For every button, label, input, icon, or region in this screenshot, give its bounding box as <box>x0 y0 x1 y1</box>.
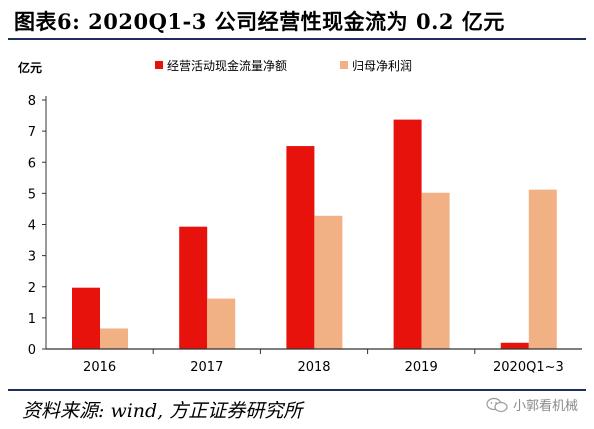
x-tick-label: 2017 <box>190 360 223 375</box>
y-tick-label: 3 <box>28 250 36 265</box>
x-axis: 2016 2017 2018 2019 2020Q1~3 <box>46 348 582 375</box>
watermark: 小郭看机械 <box>486 395 578 414</box>
bars <box>72 119 557 349</box>
y-axis-unit-label: 亿元 <box>18 60 42 75</box>
y-tick-label: 8 <box>28 94 36 109</box>
y-tick-label: 2 <box>28 281 36 296</box>
bar-net-profit <box>207 298 236 349</box>
x-tick-label: 2018 <box>297 360 330 375</box>
legend-label: 归母净利润 <box>352 59 412 73</box>
legend-label: 经营活动现金流量净额 <box>167 58 287 73</box>
bar-operating-cash-flow <box>179 226 208 349</box>
y-tick-label: 0 <box>28 343 36 358</box>
figure-title: 图表6: 2020Q1-3 公司经营性现金流为 0.2 亿元 <box>14 9 505 34</box>
y-tick-label: 7 <box>28 125 36 140</box>
bar-net-profit <box>528 189 557 349</box>
bar-operating-cash-flow <box>393 119 422 349</box>
y-axis: 0 1 2 3 4 5 6 7 8 <box>28 94 47 358</box>
wechat-icon <box>486 397 508 412</box>
bar-operating-cash-flow <box>286 146 315 349</box>
legend: 经营活动现金流量净额 归母净利润 <box>155 58 412 73</box>
y-tick-label: 1 <box>28 312 36 327</box>
y-tick-label: 5 <box>28 187 36 202</box>
bottom-rule <box>8 389 586 391</box>
bar-operating-cash-flow <box>72 287 100 349</box>
legend-swatch <box>155 61 163 69</box>
watermark-text: 小郭看机械 <box>512 399 578 414</box>
bar-net-profit <box>314 215 343 349</box>
x-tick-label: 2016 <box>83 360 116 375</box>
x-tick-label: 2020Q1~3 <box>493 360 564 375</box>
bar-net-profit <box>100 328 128 349</box>
legend-swatch <box>340 61 348 69</box>
top-rule <box>8 38 586 40</box>
bar-net-profit <box>421 192 450 349</box>
bar-operating-cash-flow <box>500 342 529 349</box>
x-tick-label: 2019 <box>405 360 438 375</box>
source-note: 资料来源: wind, 方正证券研究所 <box>22 400 303 422</box>
y-tick-label: 6 <box>28 156 36 171</box>
y-tick-label: 4 <box>28 219 36 234</box>
